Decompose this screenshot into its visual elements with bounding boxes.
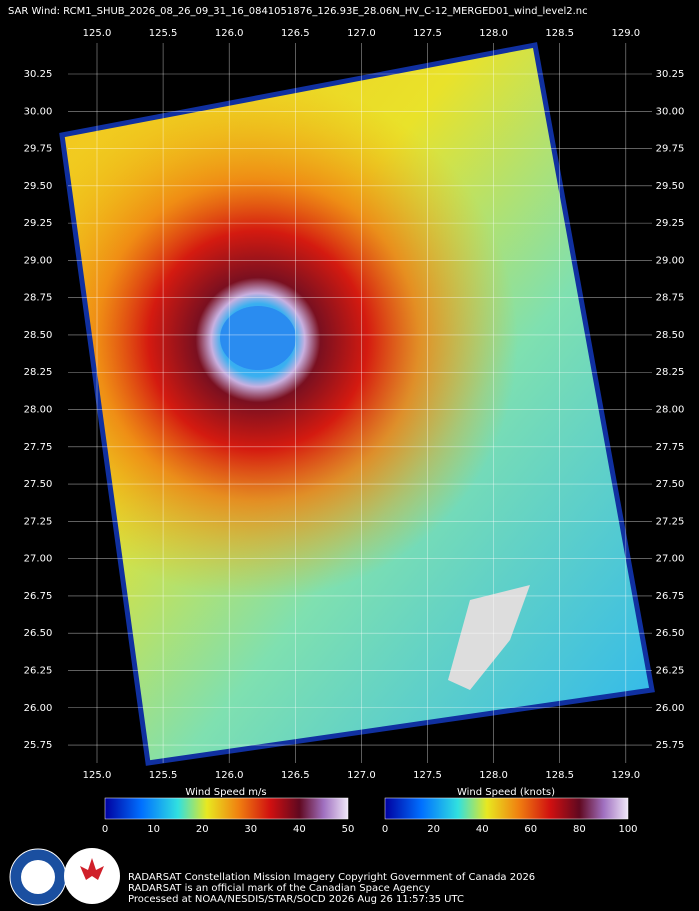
swath — [62, 45, 652, 763]
lon-label: 127.0 — [347, 28, 376, 39]
lat-label: 29.00 — [24, 255, 53, 266]
colorbar-tick: 20 — [427, 824, 440, 835]
lat-label: 30.00 — [656, 106, 685, 117]
lon-label: 128.0 — [479, 770, 508, 781]
credit-line: Processed at NOAA/NESDIS/STAR/SOCD 2026 … — [128, 894, 464, 905]
lat-label: 29.75 — [24, 144, 53, 155]
lat-label: 27.00 — [656, 554, 685, 565]
logos — [9, 848, 120, 906]
colorbar-tick: 50 — [342, 824, 355, 835]
lat-label: 28.50 — [24, 330, 53, 341]
colorbar-tick: 10 — [147, 824, 160, 835]
lat-label: 29.25 — [656, 218, 685, 229]
lat-label: 28.25 — [24, 367, 53, 378]
lat-label: 28.00 — [656, 405, 685, 416]
eye — [220, 306, 296, 370]
lon-label: 129.0 — [611, 770, 640, 781]
lat-label: 29.00 — [656, 255, 685, 266]
colorbar — [104, 797, 349, 820]
lat-label: 27.25 — [24, 516, 53, 527]
colorbar-tick: 20 — [196, 824, 209, 835]
lat-label: 26.50 — [24, 628, 53, 639]
lat-label: 27.75 — [656, 442, 685, 453]
lon-label: 128.5 — [545, 770, 574, 781]
lon-label: 126.5 — [281, 770, 310, 781]
storm — [62, 45, 652, 763]
lat-label: 29.50 — [24, 181, 53, 192]
colorbar-title: Wind Speed (knots) — [457, 787, 555, 798]
lon-label: 127.0 — [347, 770, 376, 781]
colorbar-tick: 0 — [382, 824, 388, 835]
colorbar-title: Wind Speed m/s — [185, 787, 266, 798]
lon-label: 125.5 — [149, 28, 178, 39]
csa-leaf — [80, 858, 104, 880]
credits: RADARSAT Constellation Mission Imagery C… — [128, 872, 535, 905]
lon-label: 125.0 — [83, 28, 112, 39]
lat-label: 26.25 — [656, 665, 685, 676]
lat-label: 29.75 — [656, 144, 685, 155]
credit-line: RADARSAT Constellation Mission Imagery C… — [128, 872, 535, 883]
lon-label: 128.5 — [545, 28, 574, 39]
lat-label: 26.75 — [656, 591, 685, 602]
lat-label: 25.75 — [24, 740, 53, 751]
lat-label: 30.25 — [24, 69, 53, 80]
lon-label: 129.0 — [611, 28, 640, 39]
noaa-logo-inner — [21, 860, 55, 894]
lat-label: 29.25 — [24, 218, 53, 229]
island — [448, 585, 530, 690]
lat-label: 28.75 — [656, 293, 685, 304]
lon-label: 127.5 — [413, 770, 442, 781]
lat-label: 30.25 — [656, 69, 685, 80]
lat-label: 27.25 — [656, 516, 685, 527]
title: SAR Wind: RCM1_SHUB_2026_08_26_09_31_16_… — [8, 6, 588, 17]
lat-label: 28.00 — [24, 405, 53, 416]
colorbar-tick: 40 — [293, 824, 306, 835]
lat-label: 26.00 — [656, 703, 685, 714]
lon-label: 127.5 — [413, 28, 442, 39]
swath-edge — [59, 42, 655, 766]
lat-label: 26.50 — [656, 628, 685, 639]
lon-label: 126.0 — [215, 28, 244, 39]
lat-label: 25.75 — [656, 740, 685, 751]
lat-label: 30.00 — [24, 106, 53, 117]
lon-label: 128.0 — [479, 28, 508, 39]
colorbar-tick: 60 — [524, 824, 537, 835]
lat-label: 28.75 — [24, 293, 53, 304]
lat-label: 27.75 — [24, 442, 53, 453]
credit-line: RADARSAT is an official mark of the Cana… — [128, 883, 430, 894]
lat-label: 27.50 — [24, 479, 53, 490]
graticule — [68, 43, 652, 763]
lat-label: 28.25 — [656, 367, 685, 378]
lat-label: 29.50 — [656, 181, 685, 192]
colorbar-tick: 0 — [102, 824, 108, 835]
lat-label: 26.00 — [24, 703, 53, 714]
lon-label: 125.0 — [83, 770, 112, 781]
colorbar-tick: 40 — [476, 824, 489, 835]
lat-label: 28.50 — [656, 330, 685, 341]
lon-label: 126.5 — [281, 28, 310, 39]
colorbar-tick: 100 — [618, 824, 637, 835]
colorbar — [384, 797, 629, 820]
lat-label: 26.25 — [24, 665, 53, 676]
lon-label: 125.5 — [149, 770, 178, 781]
lat-label: 27.50 — [656, 479, 685, 490]
lat-label: 27.00 — [24, 554, 53, 565]
colorbars: Wind Speed m/s Wind Speed (knots) — [104, 787, 629, 820]
colorbar-tick: 80 — [573, 824, 586, 835]
colorbar-tick: 30 — [244, 824, 257, 835]
lat-label: 26.75 — [24, 591, 53, 602]
lon-label: 126.0 — [215, 770, 244, 781]
